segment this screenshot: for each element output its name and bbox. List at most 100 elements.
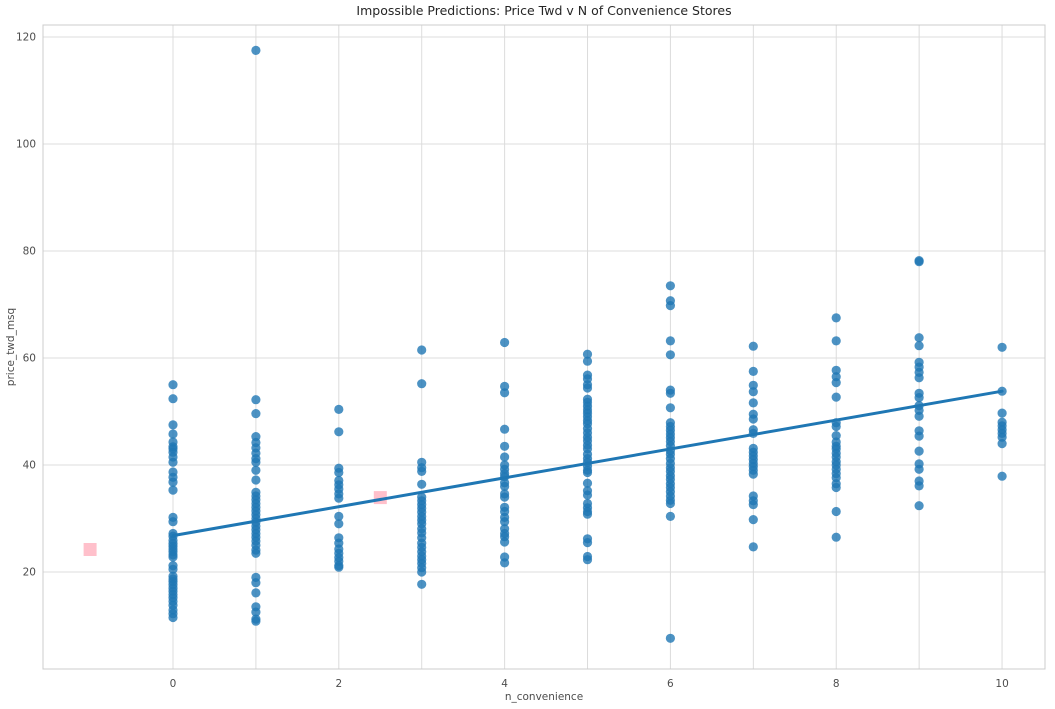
scatter-point bbox=[582, 349, 593, 359]
scatter-point bbox=[665, 511, 676, 521]
scatter-point bbox=[582, 467, 593, 478]
scatter-point bbox=[748, 387, 758, 397]
scatter-point bbox=[831, 482, 841, 493]
scatter-point bbox=[665, 281, 676, 291]
prediction-square bbox=[83, 543, 97, 556]
scatter-point bbox=[582, 356, 593, 366]
scatter-point bbox=[831, 378, 841, 388]
scatter-point bbox=[665, 633, 676, 643]
scatter-point bbox=[582, 478, 593, 488]
scatter-point bbox=[251, 616, 261, 626]
plot-border bbox=[42, 24, 1046, 670]
scatter-point bbox=[168, 457, 178, 467]
x-tick-label: 10 bbox=[995, 678, 1008, 690]
y-tick-label: 20 bbox=[23, 567, 36, 579]
scatter-point bbox=[582, 490, 593, 500]
scatter-point bbox=[665, 388, 676, 398]
scatter-point bbox=[251, 465, 261, 475]
scatter-point bbox=[914, 501, 924, 511]
x-axis-label: n_convenience bbox=[504, 691, 584, 703]
scatter-point bbox=[251, 45, 261, 56]
scatter-point bbox=[748, 398, 758, 408]
scatter-point bbox=[582, 555, 593, 565]
scatter-point bbox=[334, 467, 344, 478]
x-tick-label: 4 bbox=[501, 678, 508, 690]
scatter-point bbox=[334, 404, 344, 414]
scatter-layer bbox=[168, 45, 1007, 643]
scatter-point bbox=[500, 388, 510, 398]
scatter-point bbox=[831, 421, 841, 432]
scatter-point bbox=[500, 492, 510, 502]
regression-line bbox=[171, 389, 1004, 538]
scatter-point bbox=[168, 477, 178, 487]
scatter-point bbox=[997, 342, 1007, 352]
scatter-point bbox=[748, 366, 758, 376]
scatter-point bbox=[251, 409, 261, 419]
scatter-point bbox=[417, 567, 427, 577]
scatter-point bbox=[500, 337, 510, 348]
scatter-point bbox=[417, 466, 427, 476]
scatter-point bbox=[831, 392, 841, 402]
grid-layer bbox=[43, 25, 1045, 669]
scatter-point bbox=[582, 383, 593, 393]
scatter-point bbox=[168, 564, 178, 574]
scatter-point bbox=[914, 431, 924, 441]
scatter-point bbox=[748, 380, 758, 390]
scatter-point bbox=[914, 341, 924, 351]
chart-title: Impossible Predictions: Price Twd v N of… bbox=[356, 3, 732, 18]
x-tick-label: 6 bbox=[667, 678, 674, 690]
scatter-point bbox=[997, 408, 1007, 418]
scatter-point bbox=[168, 429, 178, 439]
x-tick-label: 2 bbox=[335, 678, 342, 690]
scatter-point bbox=[914, 446, 924, 456]
scatter-point bbox=[914, 257, 924, 267]
x-tick-label: 8 bbox=[833, 678, 840, 690]
scatter-point bbox=[168, 420, 178, 430]
scatter-point bbox=[582, 538, 593, 548]
scatter-point bbox=[500, 424, 510, 434]
scatter-point bbox=[334, 519, 344, 529]
scatter-point bbox=[831, 336, 841, 346]
scatter-point bbox=[831, 431, 841, 441]
scatter-point bbox=[168, 485, 178, 495]
scatter-point bbox=[665, 403, 676, 413]
scatter-point bbox=[748, 341, 758, 351]
scatter-point bbox=[251, 588, 261, 598]
scatter-point bbox=[500, 537, 510, 547]
scatter-point bbox=[831, 313, 841, 323]
scatter-point bbox=[251, 395, 261, 405]
scatter-point bbox=[914, 464, 924, 474]
scatter-point bbox=[997, 432, 1007, 442]
y-axis-label: price_twd_msq bbox=[5, 308, 17, 386]
y-tick-label: 80 bbox=[23, 246, 36, 258]
y-tick-label: 100 bbox=[16, 139, 36, 151]
scatter-point bbox=[334, 511, 344, 521]
scatter-point bbox=[748, 500, 758, 510]
scatter-point bbox=[748, 542, 758, 552]
scatter-point bbox=[251, 475, 261, 485]
scatter-point bbox=[831, 532, 841, 542]
scatter-point bbox=[334, 562, 344, 572]
scatter-point bbox=[914, 481, 924, 491]
y-tick-label: 120 bbox=[16, 32, 36, 44]
scatter-point bbox=[251, 548, 261, 558]
scatter-point bbox=[417, 345, 427, 355]
scatter-point bbox=[168, 612, 178, 623]
scatter-point bbox=[748, 414, 758, 424]
scatter-point bbox=[168, 380, 178, 390]
scatter-point bbox=[500, 558, 510, 568]
x-tick-label: 0 bbox=[170, 678, 177, 690]
scatter-point bbox=[334, 493, 344, 503]
scatter-point bbox=[665, 498, 676, 509]
line-layer bbox=[171, 389, 1004, 538]
scatter-point bbox=[500, 517, 510, 527]
scatter-point bbox=[831, 506, 841, 517]
scatter-point bbox=[251, 607, 261, 617]
scatter-point bbox=[168, 517, 178, 527]
scatter-point bbox=[914, 333, 924, 343]
y-tick-label: 40 bbox=[23, 460, 36, 472]
scatter-point bbox=[665, 336, 676, 346]
scatter-point bbox=[665, 301, 676, 311]
